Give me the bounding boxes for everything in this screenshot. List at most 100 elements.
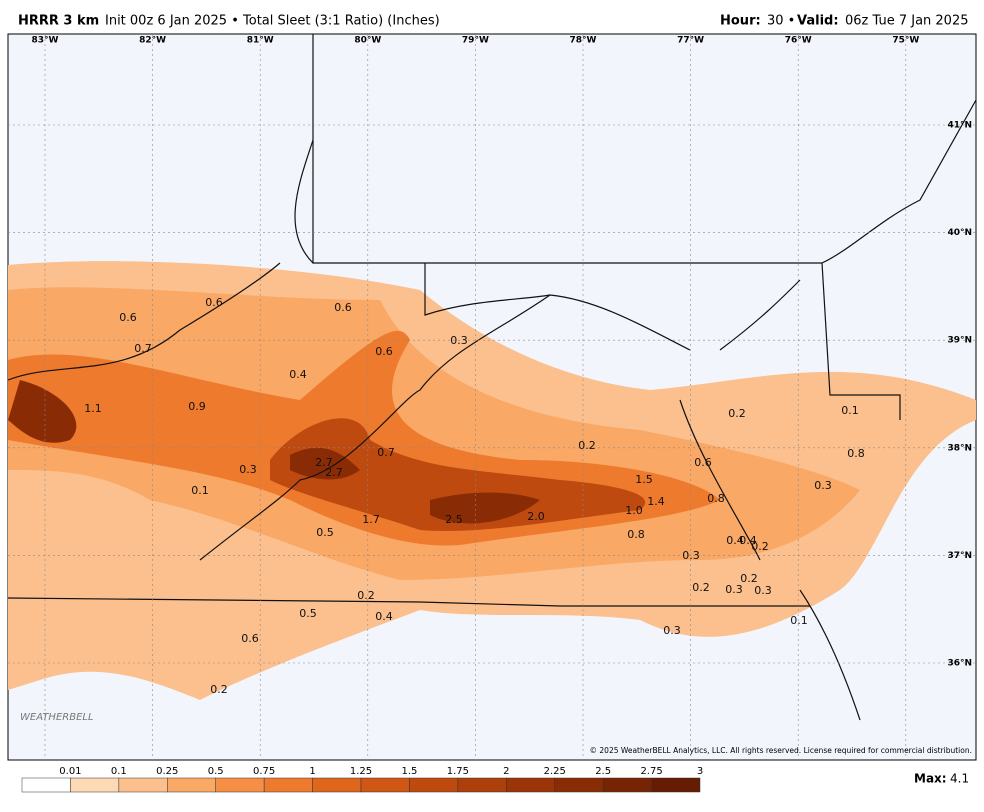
value-label: 0.3 [814, 479, 832, 492]
value-label: 0.1 [191, 484, 209, 497]
colorbar-tick: 1 [309, 766, 315, 777]
colorbar-swatch [263, 777, 313, 793]
colorbar-swatch [312, 777, 362, 793]
colorbar-tick: 1.25 [350, 766, 372, 777]
colorbar-tick: 1.5 [401, 766, 417, 777]
colorbar-swatch [409, 777, 459, 793]
colorbar-tick: 0.25 [156, 766, 178, 777]
value-label: 0.8 [707, 492, 725, 505]
value-label: 0.6 [119, 311, 137, 324]
value-label: 0.3 [450, 334, 468, 347]
colorbar-tick: 2.75 [640, 766, 662, 777]
value-label: 0.6 [375, 345, 393, 358]
latitude-label: 38°N [947, 443, 972, 453]
value-label: 1.1 [84, 402, 102, 415]
colorbar-tick: 0.75 [253, 766, 275, 777]
value-label: 0.3 [725, 583, 743, 596]
max-value: 4.1 [950, 772, 969, 786]
value-label: 0.2 [578, 439, 596, 452]
longitude-label: 80°W [354, 36, 381, 46]
longitude-label: 76°W [785, 36, 812, 46]
colorbar-swatch [70, 777, 120, 793]
colorbar-swatch [554, 777, 604, 793]
colorbar-swatch [215, 777, 265, 793]
hour: 30 • [767, 14, 795, 29]
colorbar-swatch [651, 777, 701, 793]
colorbar-swatch [167, 777, 216, 793]
value-label: 0.4 [289, 368, 307, 381]
value-label: 0.1 [790, 614, 808, 627]
value-label: 0.5 [299, 607, 317, 620]
value-label: 0.3 [754, 584, 772, 597]
colorbar-tick: 0.01 [59, 766, 81, 777]
value-label: 0.1 [841, 404, 859, 417]
value-label: 2.5 [445, 513, 463, 526]
longitude-label: 81°W [247, 36, 274, 46]
longitude-label: 77°W [677, 36, 704, 46]
product: Init 00z 6 Jan 2025 • Total Sleet (3:1 R… [105, 14, 440, 29]
value-label: 0.5 [316, 526, 334, 539]
colorbar: 0.01 0.1 0.25 0.5 0.75 1 1.25 1.5 1.75 2 2.25 2.5 2.… [21, 766, 703, 793]
value-label: 0.8 [847, 447, 865, 460]
value-label: 0.3 [239, 463, 257, 476]
longitude-label: 75°W [892, 36, 919, 46]
value-label: 0.2 [740, 572, 758, 585]
value-label: 1.5 [635, 473, 653, 486]
value-label: 2.7 [325, 466, 343, 479]
max-label: Max: [914, 772, 947, 786]
latitude-label: 41°N [947, 121, 972, 131]
value-label: 0.4 [726, 534, 744, 547]
longitude-label: 78°W [570, 36, 597, 46]
longitude-label: 82°W [139, 36, 166, 46]
copyright: © 2025 WeatherBELL Analytics, LLC. All r… [590, 746, 972, 755]
colorbar-tick: 2.25 [544, 766, 566, 777]
colorbar-swatch [21, 777, 71, 793]
longitude-label: 83°W [32, 36, 59, 46]
colorbar-tick: 2 [503, 766, 509, 777]
value-label: 0.3 [682, 549, 700, 562]
colorbar-swatch [360, 777, 410, 793]
latitude-label: 36°N [947, 659, 972, 669]
graticule [8, 34, 976, 760]
value-label: 0.6 [334, 301, 352, 314]
value-label: 0.8 [627, 528, 645, 541]
value-label: 0.6 [694, 456, 712, 469]
colorbar-tick: 0.1 [111, 766, 127, 777]
colorbar-tick: 0.5 [208, 766, 224, 777]
latitude-label: 37°N [947, 551, 972, 561]
value-label: 0.3 [663, 624, 681, 637]
value-label: 0.2 [728, 407, 746, 420]
colorbar-tick: 1.75 [447, 766, 469, 777]
value-label: 0.4 [739, 534, 757, 547]
colorbar-tick: 3 [697, 766, 703, 777]
value-label: 0.2 [692, 581, 710, 594]
logo: WEATHERBELL [20, 712, 94, 723]
value-label: 0.7 [134, 342, 152, 355]
value-label: 0.4 [375, 610, 393, 623]
precip [8, 261, 976, 700]
value-label: 2.7 [315, 456, 333, 469]
colorbar-swatch [457, 777, 507, 793]
value-label: 0.2 [751, 540, 769, 553]
colorbar-swatch [602, 777, 652, 793]
longitude-label: 79°W [462, 36, 489, 46]
value-label: 2.0 [527, 510, 545, 523]
latitude-label: 40°N [947, 228, 972, 238]
valid-label: Valid: [797, 14, 839, 29]
value-label: 0.7 [377, 446, 395, 459]
value-label: 0.9 [188, 400, 206, 413]
value-label: 1.4 [647, 495, 665, 508]
hour-label: Hour: [720, 14, 761, 29]
model: HRRR 3 km [18, 14, 99, 29]
colorbar-swatch [506, 777, 555, 793]
colorbar-tick: 2.5 [595, 766, 611, 777]
valid: 06z Tue 7 Jan 2025 [845, 14, 969, 29]
value-label: 0.2 [210, 683, 228, 696]
colorbar-swatch [118, 777, 168, 793]
value-label: 1.0 [625, 504, 643, 517]
value-label: 1.7 [362, 513, 380, 526]
value-label: 0.6 [205, 296, 223, 309]
latitude-label: 39°N [947, 336, 972, 346]
value-label: 0.2 [357, 589, 375, 602]
